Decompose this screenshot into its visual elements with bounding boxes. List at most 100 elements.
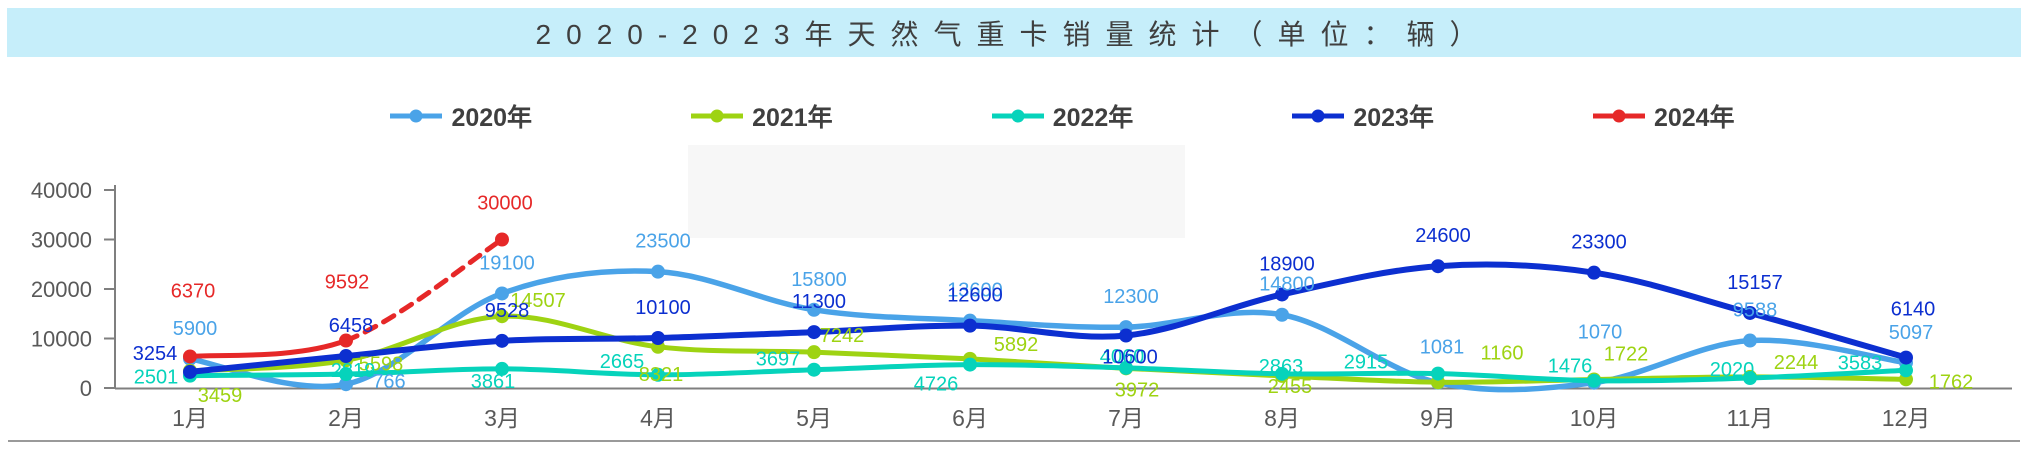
data-point-label: 12300	[1103, 286, 1159, 308]
data-point-label: 2501	[134, 367, 179, 389]
data-point-2022年	[1587, 373, 1601, 388]
data-point-label: 2915	[1344, 352, 1389, 374]
x-axis-month-label: 6月	[952, 405, 988, 431]
data-point-label: 2455	[1268, 376, 1313, 398]
data-point-2021年	[807, 345, 821, 360]
data-point-label: 30000	[477, 193, 533, 215]
data-point-label: 11300	[792, 291, 846, 313]
x-axis-month-label: 1月	[172, 405, 208, 431]
data-point-label: 1762	[1929, 371, 1974, 393]
data-point-2023年	[963, 318, 977, 333]
y-axis-tick-label: 40000	[31, 178, 92, 203]
data-point-label: 10600	[1102, 347, 1158, 369]
series-line-2024年	[187, 338, 349, 359]
data-point-2023年	[1587, 265, 1601, 280]
legend-item-2024年: 2024年	[1592, 98, 1735, 134]
data-point-2023年	[1119, 328, 1133, 343]
data-point-label: 9528	[485, 300, 530, 322]
data-point-label: 23500	[635, 231, 691, 253]
data-point-label: 19100	[479, 252, 535, 274]
data-point-label: 2819	[331, 360, 376, 382]
data-point-label: 14507	[510, 290, 566, 312]
data-point-label: 4060	[1100, 346, 1145, 368]
data-point-label: 6140	[1891, 299, 1936, 321]
x-axis-month-label: 8月	[1264, 405, 1300, 431]
legend-item-2023年: 2023年	[1291, 98, 1434, 134]
data-point-2020年	[807, 302, 821, 317]
data-point-label: 18900	[1259, 253, 1315, 275]
title-banner: 2020-2023年天然气重卡销量统计（单位：辆）	[7, 8, 2021, 57]
x-axis-month-label: 3月	[484, 405, 520, 431]
data-point-2020年	[1743, 333, 1757, 348]
data-point-label: 5598	[359, 353, 404, 375]
data-point-label: 6370	[171, 280, 216, 302]
data-point-label: 1081	[1420, 337, 1465, 359]
x-axis-month-label: 10月	[1570, 405, 1619, 431]
data-point-2022年	[1743, 371, 1757, 386]
data-point-label: 766	[372, 371, 405, 393]
bottom-divider	[8, 440, 2020, 442]
data-point-label: 3697	[756, 349, 801, 371]
data-point-label: 8321	[639, 364, 684, 386]
data-point-label: 12600	[947, 285, 1003, 307]
x-axis-month-label: 2月	[328, 405, 364, 431]
x-axis-month-label: 7月	[1108, 405, 1144, 431]
legend-label: 2022年	[1052, 104, 1134, 132]
y-axis-tick-label: 30000	[31, 228, 92, 253]
data-point-2022年	[1119, 360, 1133, 375]
data-point-2020年	[495, 286, 509, 301]
legend: 2020年 2021年 2022年 2023年 2024年	[48, 98, 2028, 134]
data-point-label: 9592	[325, 272, 370, 294]
data-point-2023年	[807, 325, 821, 340]
watermark-box	[688, 145, 1185, 238]
data-point-2023年	[1743, 305, 1757, 320]
chart-title: 2020-2023年天然气重卡销量统计（单位：辆）	[535, 18, 1493, 50]
data-point-label: 5900	[173, 318, 218, 340]
data-point-label: 4726	[914, 374, 959, 396]
data-point-label: 2665	[600, 351, 645, 373]
data-point-2023年	[495, 333, 509, 348]
data-point-label: 1070	[1578, 322, 1623, 344]
y-axis-tick-label: 0	[80, 376, 92, 401]
legend-item-2021年: 2021年	[690, 98, 833, 134]
series-line-2022年	[187, 362, 1909, 384]
data-point-label: 24600	[1415, 225, 1471, 247]
y-axis-tick-label: 10000	[31, 327, 92, 352]
legend-marker-icon	[691, 109, 744, 123]
data-point-label: 5892	[994, 334, 1039, 356]
legend-item-2022年: 2022年	[991, 98, 1134, 134]
x-axis-month-label: 11月	[1727, 405, 1774, 431]
data-point-label: 5097	[1889, 322, 1934, 344]
series-line-2023年	[187, 261, 1909, 375]
data-point-label: 23300	[1571, 232, 1627, 254]
data-point-2023年	[1899, 350, 1913, 365]
legend-marker-icon	[1592, 109, 1645, 123]
data-point-2021年	[495, 309, 509, 324]
data-point-2024年	[495, 232, 509, 247]
data-point-label: 1160	[1480, 342, 1523, 364]
data-point-label: 14800	[1259, 274, 1315, 296]
data-point-2023年	[1275, 287, 1289, 302]
data-point-label: 2244	[1774, 352, 1819, 374]
data-point-2022年	[1431, 366, 1445, 381]
data-point-2020年	[339, 377, 353, 392]
x-axis-month-label: 5月	[796, 405, 832, 431]
data-point-label: 3861	[471, 371, 516, 393]
x-axis-month-label: 12月	[1882, 405, 1931, 431]
data-point-label: 15157	[1727, 272, 1783, 294]
legend-marker-icon	[390, 109, 443, 123]
data-point-label: 1722	[1604, 343, 1649, 365]
data-point-label: 6458	[329, 315, 374, 337]
data-point-2022年	[1275, 366, 1289, 381]
data-point-label: 1476	[1548, 356, 1593, 378]
data-point-2024年	[183, 349, 197, 364]
data-point-2023年	[1431, 259, 1445, 274]
data-point-2024年	[339, 333, 353, 348]
series-line-forecast-2024年	[343, 237, 505, 344]
data-point-2022年	[651, 367, 665, 382]
legend-label: 2020年	[451, 104, 533, 132]
data-point-2022年	[1899, 363, 1913, 378]
legend-marker-icon	[991, 109, 1044, 123]
data-point-2022年	[963, 357, 977, 372]
data-point-2023年	[183, 364, 197, 379]
